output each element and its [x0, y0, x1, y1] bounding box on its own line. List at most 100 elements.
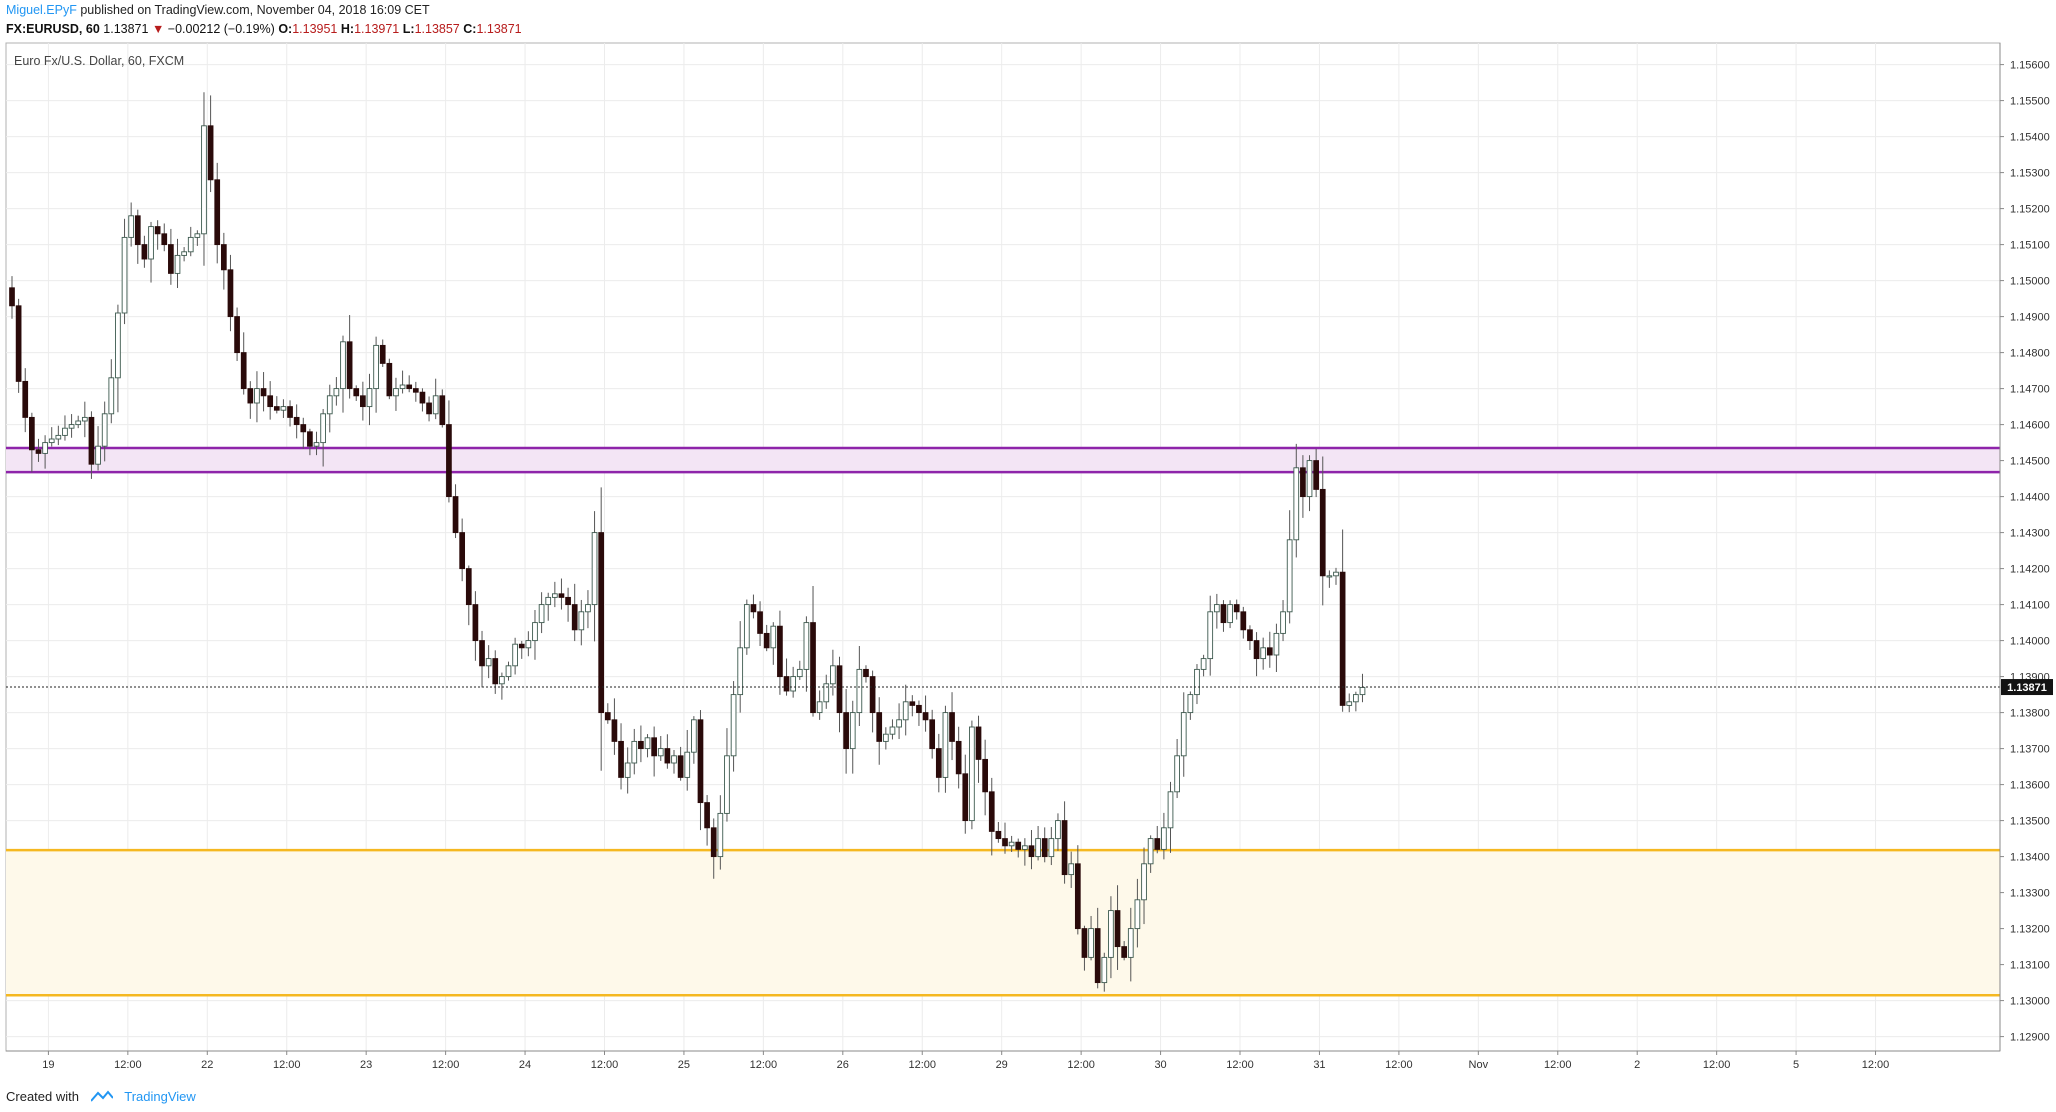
candle-up [1088, 928, 1094, 958]
price-tick-label: 1.15000 [2010, 276, 2050, 288]
candle-down [9, 287, 15, 307]
candle-down [15, 305, 22, 382]
candle-down [29, 416, 35, 451]
candle-up [333, 388, 340, 397]
candle-up [499, 676, 505, 685]
author-link[interactable]: Miguel.EPyF [6, 3, 77, 17]
candle-up [75, 420, 82, 426]
candle-down [916, 704, 922, 714]
candle-up [485, 658, 492, 667]
time-tick-label: 12:00 [114, 1059, 142, 1071]
candle-down [35, 449, 42, 454]
candle-up [320, 413, 326, 444]
candle-up [48, 438, 55, 444]
last-price-value: 1.13871 [103, 22, 149, 36]
price-tick-label: 1.13100 [2010, 960, 2050, 972]
price-tick-label: 1.14400 [2010, 492, 2050, 504]
candle-up [538, 604, 545, 624]
candle-down [1061, 820, 1068, 876]
candle-up [691, 719, 697, 753]
candle-up [551, 593, 558, 598]
candle-up [730, 694, 737, 757]
time-tick-label: 31 [1313, 1059, 1325, 1071]
candle-down [1081, 928, 1088, 958]
candle-down [1240, 611, 1247, 631]
candle-up [823, 683, 830, 703]
price-axis[interactable]: 1.15600 1.15500 1.15400 1.15300 1.15200 1.151… [2000, 60, 2050, 1044]
candle-up [1147, 838, 1154, 865]
candle-up [942, 712, 949, 778]
candle-down [134, 215, 141, 246]
candle-down [929, 719, 936, 750]
candle-down [240, 352, 247, 390]
price-tick-label: 1.12900 [2010, 1032, 2050, 1044]
candle-down [955, 740, 962, 775]
last-price-label: 1.13871 [2001, 679, 2053, 696]
time-tick-label: Nov [1469, 1059, 1489, 1071]
candle-up [1273, 632, 1280, 656]
candle-down [611, 719, 618, 742]
candle-down [1339, 571, 1346, 706]
candles[interactable] [9, 92, 1366, 992]
price-tick-label: 1.13200 [2010, 924, 2050, 936]
candle-down [207, 125, 214, 181]
candle-down [869, 676, 876, 714]
candle-up [532, 622, 538, 642]
candle-down [446, 424, 452, 498]
price-tick-label: 1.13400 [2010, 852, 2050, 864]
candle-down [214, 179, 221, 246]
candle-up [1048, 838, 1055, 858]
time-tick-label: 12:00 [432, 1059, 460, 1071]
candle-up [1068, 863, 1075, 876]
candle-up [194, 233, 201, 238]
candle-up [1286, 539, 1293, 613]
candle-down [1094, 928, 1101, 984]
candle-down [267, 395, 274, 408]
candle-down [452, 496, 459, 534]
candle-up [512, 643, 518, 667]
candle-down [1253, 640, 1260, 660]
candle-down [168, 244, 174, 274]
time-tick-label: 5 [1793, 1059, 1799, 1071]
candle-down [988, 791, 995, 832]
time-tick-label: 19 [42, 1059, 54, 1071]
candle-down [949, 712, 955, 742]
candle-down [1028, 845, 1035, 858]
candle-down [1300, 467, 1306, 498]
candle-down [247, 388, 254, 404]
tradingview-link[interactable]: TradingView [124, 1089, 196, 1104]
candle-up [882, 733, 889, 742]
time-tick-label: 12:00 [591, 1059, 619, 1071]
candle-up [340, 341, 346, 390]
candle-up [42, 442, 48, 454]
candle-down [783, 676, 790, 692]
candle-up [1141, 863, 1147, 901]
candle-up [108, 377, 115, 415]
candle-down [975, 726, 982, 760]
candle-up [1200, 658, 1207, 670]
candle-up [671, 755, 677, 764]
candle-down [360, 395, 366, 408]
candle-up [790, 676, 797, 692]
candle-down [995, 830, 1002, 840]
candle-up [1187, 694, 1194, 714]
time-tick-label: 22 [201, 1059, 213, 1071]
candle-up [121, 236, 128, 314]
candle-down [777, 625, 783, 678]
candle-up [1180, 712, 1187, 757]
candle-up [1127, 928, 1134, 958]
time-axis[interactable]: 19 12:00 22 12:00 23 12:00 24 12:00 25 12:00 26 12:… [42, 1051, 1889, 1071]
candle-up [68, 424, 75, 429]
price-tick-label: 1.13600 [2010, 780, 2050, 792]
candle-down [386, 362, 393, 397]
time-tick-label: 12:00 [1544, 1059, 1572, 1071]
candle-up [856, 668, 863, 714]
candle-up [115, 312, 121, 379]
down-arrow-icon: ▼ [151, 22, 165, 36]
low-label: L: [402, 22, 415, 36]
candle-down [227, 269, 234, 318]
symbol-name[interactable]: FX:EURUSD, 60 [6, 22, 100, 36]
price-tick-label: 1.13300 [2010, 888, 2050, 900]
candle-down [1041, 838, 1048, 858]
